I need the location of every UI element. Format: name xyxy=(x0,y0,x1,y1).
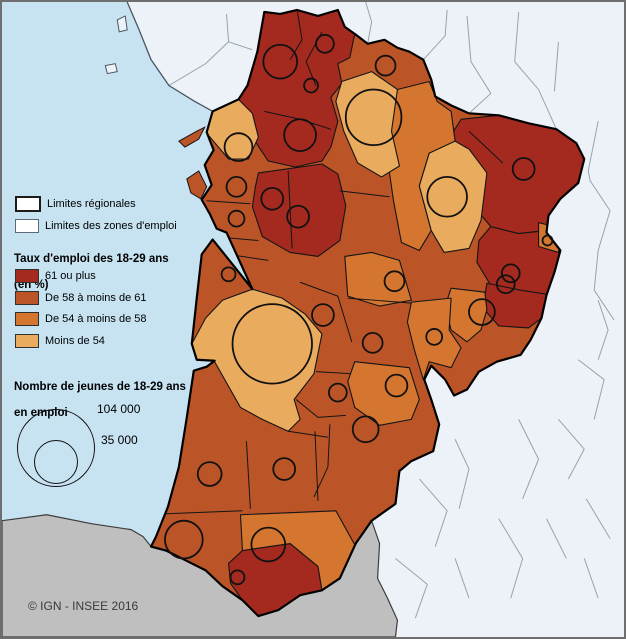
island-outside xyxy=(116,15,128,33)
employment-count-circle xyxy=(223,132,254,162)
outside-zone-border xyxy=(546,518,567,559)
employment-zone-cat3 xyxy=(406,297,462,381)
employment-zone-cat4 xyxy=(418,140,488,253)
outside-zone-border xyxy=(498,518,524,599)
zone-border xyxy=(315,371,350,375)
employment-count-circle xyxy=(220,266,237,283)
employment-count-circle xyxy=(351,415,380,444)
outside-zone-border xyxy=(583,558,599,599)
island-region xyxy=(178,126,206,148)
employment-count-circle xyxy=(495,274,516,295)
employment-count-circle xyxy=(511,157,536,181)
region-zones xyxy=(165,9,585,617)
outside-zone-border xyxy=(228,41,253,51)
employment-count-circle xyxy=(303,77,319,94)
employment-count-circle xyxy=(500,263,521,284)
zone-border xyxy=(313,424,331,498)
zone-border xyxy=(468,130,504,164)
zone-border xyxy=(206,200,251,205)
employment-count-circle xyxy=(196,461,223,487)
outside-zone-border xyxy=(454,439,470,509)
outside-zone-border xyxy=(587,121,599,181)
outside-zone-border xyxy=(422,9,448,61)
employment-count-circle xyxy=(262,43,298,80)
zone-border xyxy=(314,431,319,501)
outside-zone-border xyxy=(466,15,492,114)
outside-zone-border xyxy=(395,558,428,619)
employment-count-circle xyxy=(384,373,409,398)
employment-zone-cat3 xyxy=(347,361,420,426)
employment-count-circle xyxy=(311,303,335,327)
zone-border xyxy=(299,281,353,343)
employment-count-circle xyxy=(426,176,468,218)
employment-count-circle xyxy=(164,519,204,560)
employment-count-circle xyxy=(272,457,297,481)
employment-count-circle xyxy=(283,118,317,152)
outside-zone-border xyxy=(454,558,470,599)
outside-zone-border xyxy=(589,180,615,321)
zone-border xyxy=(295,399,346,418)
employment-count-circle xyxy=(260,186,285,211)
outside-zone-border xyxy=(558,419,585,480)
zone-border xyxy=(165,510,243,515)
zone-border xyxy=(339,190,390,198)
outside-zone-border xyxy=(168,13,230,86)
employment-count-circle xyxy=(286,204,310,229)
employment-zone-cat4 xyxy=(206,98,259,160)
employment-count-circle xyxy=(328,382,348,403)
employment-count-circle xyxy=(344,88,403,147)
employment-count-circle xyxy=(361,332,384,354)
employment-zone-cat1 xyxy=(251,163,347,257)
employment-count-circle xyxy=(229,569,246,586)
outside-zone-border xyxy=(518,419,540,500)
employment-count-circle xyxy=(374,54,397,77)
employment-count-circle xyxy=(425,328,444,346)
island-region xyxy=(186,170,208,200)
outside-zone-border xyxy=(553,41,559,92)
outside-zone-border xyxy=(597,299,609,360)
zone-border xyxy=(347,297,412,304)
employment-count-circle xyxy=(315,33,335,54)
employment-count-circle xyxy=(383,270,406,293)
zone-border xyxy=(288,430,328,438)
employment-count-circle xyxy=(227,209,246,228)
region-outline xyxy=(149,8,586,618)
outside-zone-border xyxy=(418,478,448,547)
employment-count-circle xyxy=(541,234,554,247)
zone-border xyxy=(245,441,251,509)
outside-zone-border xyxy=(577,359,605,420)
outside-zone-border xyxy=(585,498,611,539)
outside-zone-border xyxy=(514,11,557,130)
employment-zone-cat4 xyxy=(335,71,400,178)
employment-count-circle xyxy=(225,176,248,198)
employment-zone-cat3 xyxy=(344,251,412,307)
employment-count-circle xyxy=(231,303,313,385)
employment-count-circle xyxy=(468,298,496,326)
island-outside xyxy=(104,63,118,75)
outside-zone-border xyxy=(365,2,373,44)
employment-count-circle xyxy=(250,526,287,563)
coastline-north xyxy=(126,2,213,112)
